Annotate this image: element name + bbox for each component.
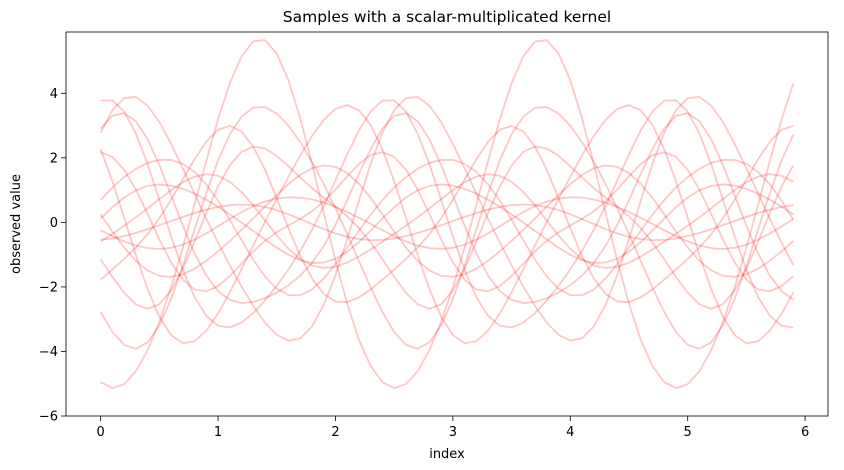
y-tick-label: −6 — [39, 410, 58, 425]
series-lines — [99, 39, 795, 389]
plot-frame — [65, 31, 829, 417]
sample-line-12 — [100, 183, 794, 264]
x-tick-label: 5 — [684, 425, 692, 440]
sample-line-15 — [100, 203, 794, 242]
plot-area — [66, 32, 828, 416]
x-tick-label: 3 — [449, 425, 457, 440]
sample-line-6 — [99, 112, 794, 304]
x-tick-label: 4 — [566, 425, 574, 440]
y-axis: −6 −4 −2 0 2 4 — [39, 87, 66, 425]
y-tick-label: 4 — [50, 87, 58, 102]
sample-line-1 — [100, 99, 794, 329]
x-axis: 0 1 2 3 4 5 6 — [96, 416, 809, 440]
y-tick-label: 0 — [50, 216, 58, 231]
sample-line-5 — [99, 96, 795, 342]
sample-line-13 — [100, 196, 794, 250]
x-axis-label: index — [429, 447, 465, 462]
chart-title: Samples with a scalar-multiplicated kern… — [283, 8, 611, 26]
sample-line-14 — [99, 145, 795, 310]
sample-line-9 — [100, 151, 794, 293]
sample-line-7 — [99, 158, 795, 297]
sample-line-11 — [100, 173, 794, 269]
y-tick-label: −4 — [39, 345, 58, 360]
x-tick-label: 0 — [96, 425, 104, 440]
x-tick-label: 2 — [331, 425, 339, 440]
sample-line-10 — [99, 164, 794, 278]
x-tick-label: 1 — [214, 425, 222, 440]
y-tick-label: 2 — [50, 151, 58, 166]
sample-line-3 — [100, 39, 795, 389]
sample-line-2 — [99, 104, 795, 345]
sample-line-8 — [100, 124, 794, 303]
y-tick-label: −2 — [39, 280, 58, 295]
x-tick-label: 6 — [801, 425, 809, 440]
sample-line-4 — [99, 106, 795, 350]
y-axis-label: observed value — [9, 174, 24, 274]
